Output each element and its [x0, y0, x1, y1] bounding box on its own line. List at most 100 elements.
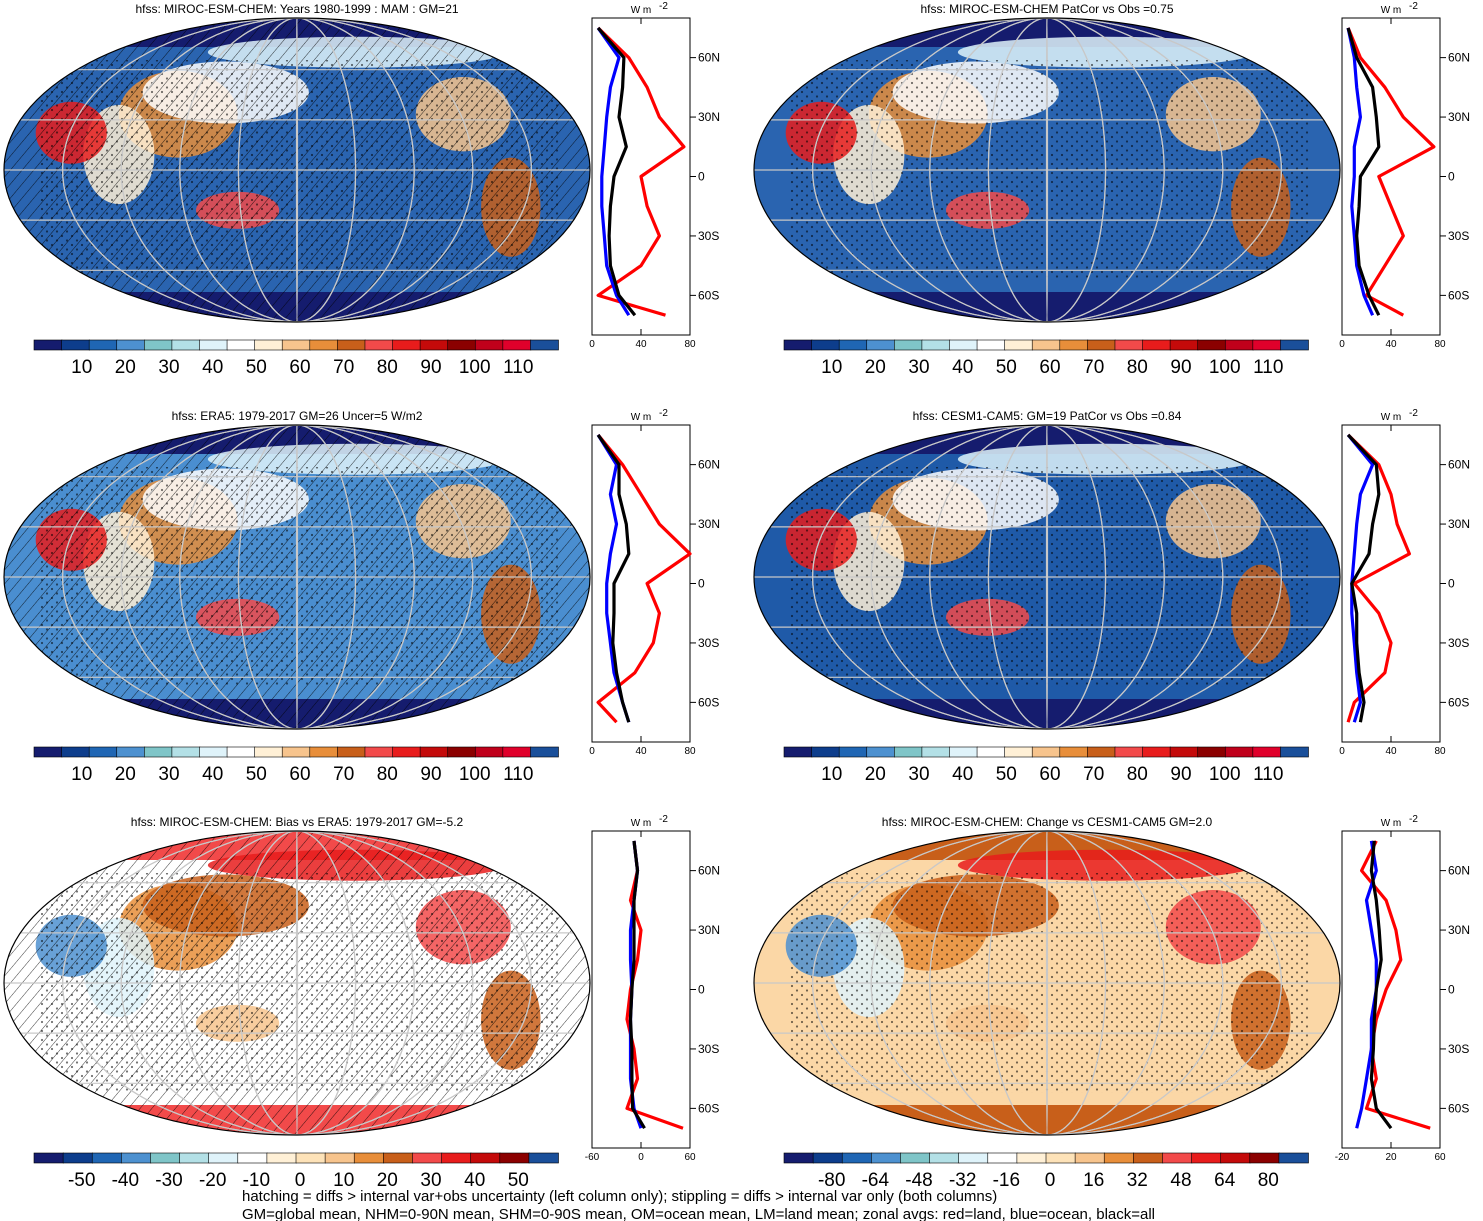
- colorbar-tick-label: 110: [1253, 357, 1283, 378]
- colorbar-tick-label: 60: [1039, 764, 1060, 785]
- colorbar-tick-label: 40: [952, 357, 973, 378]
- colorbar-swatch: [1133, 1152, 1164, 1164]
- graticule-meridian: [237, 18, 357, 322]
- lat-tick-label: 60S: [1448, 1101, 1469, 1115]
- colorbar-tick-label: 110: [503, 764, 533, 785]
- colorbar-swatch: [1004, 339, 1034, 351]
- colorbar-tick-label: 40: [952, 764, 973, 785]
- map-outline: [3, 830, 591, 1136]
- lat-tick-label: 60N: [1448, 458, 1470, 472]
- zonal-frame: [591, 424, 691, 743]
- x-tick-label: 60: [684, 1152, 696, 1163]
- colorbar-swatch: [116, 746, 146, 758]
- colorbar-swatch: [171, 339, 201, 351]
- zonal-unit-exponent: -2: [659, 408, 668, 419]
- map-field: [754, 425, 1340, 729]
- x-tick-label: 80: [1434, 339, 1446, 350]
- colorbar-swatch: [987, 1152, 1018, 1164]
- colorbar-tick-label: 80: [377, 357, 398, 378]
- lat-tick-label: 30S: [1448, 1042, 1469, 1056]
- colorbar-swatch: [254, 746, 284, 758]
- colorbar-tick-label: 110: [503, 357, 533, 378]
- graticule-meridian: [237, 831, 357, 1135]
- colorbar-swatch: [144, 339, 173, 351]
- colorbar-tick-label: 20: [865, 357, 886, 378]
- zonal-unit-exponent: -2: [1409, 814, 1418, 825]
- zonal-series-land: [596, 26, 686, 317]
- colorbar-tick-label: 70: [333, 357, 354, 378]
- colorbar-tick-label: 50: [246, 764, 267, 785]
- colorbar-swatch: [811, 746, 840, 758]
- colorbar-swatch: [1280, 339, 1309, 351]
- map-outline: [753, 830, 1341, 1136]
- colorbar-tick-label: 30: [420, 1170, 441, 1191]
- colorbar-tick-label: 30: [908, 764, 929, 785]
- colorbar-swatch: [1252, 339, 1282, 351]
- lat-tick-label: 0: [698, 577, 705, 591]
- colorbar-tick-label: 30: [158, 357, 179, 378]
- colorbar-swatch: [1087, 746, 1116, 758]
- lat-tick-label: 30N: [1448, 110, 1470, 124]
- zonal-unit-exponent: -2: [659, 814, 668, 825]
- lat-tick-label: 30N: [698, 517, 720, 531]
- colorbar-swatch: [226, 746, 256, 758]
- colorbar-tick-label: 50: [996, 764, 1017, 785]
- x-tick-label: 0: [1339, 339, 1345, 350]
- panel-3: hfss: ERA5: 1979-2017 GM=26 Uncer=5 W/m2…: [3, 408, 720, 785]
- colorbar-swatch: [88, 339, 118, 351]
- x-tick-label: -60: [585, 1152, 600, 1163]
- panel-2: hfss: MIROC-ESM-CHEM PatCor vs Obs =0.75…: [753, 1, 1470, 378]
- colorbar-tick-label: 32: [1127, 1170, 1148, 1191]
- zonal-mean-plot: 60N 30N 0 30S 60S 0 40 80 W m -2: [589, 1, 720, 350]
- panel-title: hfss: MIROC-ESM-CHEM: Change vs CESM1-CA…: [882, 815, 1213, 829]
- colorbar-tick-label: -32: [949, 1170, 976, 1191]
- colorbar-swatch: [1224, 339, 1254, 351]
- map-field: [4, 831, 590, 1135]
- graticule-meridian: [870, 831, 1224, 1135]
- colorbar-swatch: [144, 746, 173, 758]
- colorbar-swatch: [281, 339, 311, 351]
- panel-title: hfss: ERA5: 1979-2017 GM=26 Uncer=5 W/m2: [172, 409, 423, 423]
- graticule-meridian: [929, 425, 1165, 729]
- lat-tick-label: 30S: [698, 229, 719, 243]
- colorbar-tick-label: 50: [246, 357, 267, 378]
- colorbar-tick-label: 10: [333, 1170, 354, 1191]
- lat-tick-label: 0: [1448, 170, 1455, 184]
- lat-tick-label: 60N: [698, 458, 720, 472]
- colorbar: 10 20 30 40 50 60 70 80 90 100 110: [33, 339, 559, 378]
- colorbar-swatch: [1087, 339, 1116, 351]
- colorbar-swatch: [949, 746, 978, 758]
- colorbar-swatch: [1252, 746, 1282, 758]
- colorbar: 10 20 30 40 50 60 70 80 90 100 110: [783, 746, 1309, 785]
- map-field: [754, 831, 1340, 1135]
- zonal-mean-plot: 60N 30N 0 30S 60S -60 0 60 W m -2: [585, 814, 720, 1163]
- zonal-unit-label: W m: [631, 412, 652, 423]
- lat-tick-label: 30S: [1448, 636, 1469, 650]
- lat-tick-label: 30N: [698, 110, 720, 124]
- colorbar-tick-label: -16: [993, 1170, 1020, 1191]
- colorbar-tick-label: -30: [155, 1170, 182, 1191]
- colorbar-swatch: [447, 746, 477, 758]
- x-tick-label: 0: [1339, 746, 1345, 757]
- zonal-series-ocean: [1346, 27, 1375, 316]
- colorbar-swatch: [121, 1152, 152, 1164]
- colorbar-tick-label: -20: [199, 1170, 226, 1191]
- colorbar-swatch: [530, 339, 559, 351]
- panel-6: hfss: MIROC-ESM-CHEM: Change vs CESM1-CA…: [753, 814, 1470, 1191]
- colorbar-swatch: [88, 746, 118, 758]
- colorbar-swatch: [866, 339, 896, 351]
- colorbar-swatch: [1114, 339, 1144, 351]
- colorbar-tick-label: -50: [68, 1170, 95, 1191]
- colorbar-tick-label: 10: [71, 357, 92, 378]
- colorbar-swatch: [958, 1152, 989, 1164]
- lat-tick-label: 30S: [1448, 229, 1469, 243]
- map-outline: [753, 424, 1341, 730]
- colorbar-swatch: [324, 1152, 356, 1164]
- x-tick-label: 40: [635, 746, 647, 757]
- lat-tick-label: 30S: [698, 636, 719, 650]
- x-tick-label: 0: [589, 746, 595, 757]
- x-tick-label: 40: [1385, 339, 1397, 350]
- map-field: [4, 425, 590, 729]
- colorbar-swatch: [309, 339, 339, 351]
- panel-4: hfss: CESM1-CAM5: GM=19 PatCor vs Obs =0…: [753, 408, 1470, 785]
